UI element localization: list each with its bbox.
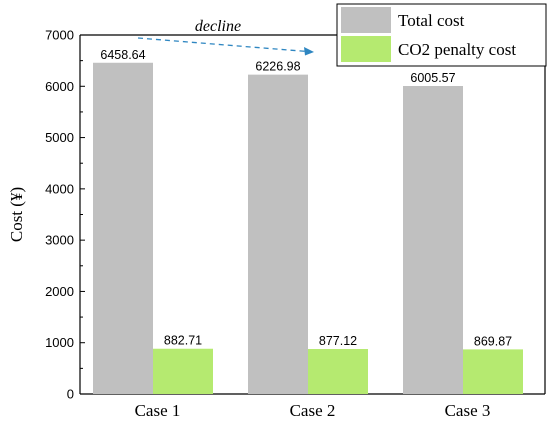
legend-swatch <box>341 7 391 33</box>
y-tick-label: 7000 <box>45 28 74 43</box>
data-label: 869.87 <box>474 334 512 348</box>
legend-label: CO2 penalty cost <box>398 40 516 59</box>
legend: Total cost CO2 penalty cost <box>336 3 547 67</box>
legend-swatch <box>341 36 391 62</box>
y-tick-label: 5000 <box>45 130 74 145</box>
y-tick-label: 0 <box>67 387 74 402</box>
bar-total-cost <box>403 86 463 394</box>
decline-annotation: decline <box>195 18 241 35</box>
x-tick-label: Case 2 <box>290 401 336 420</box>
annotation: decline <box>137 18 314 56</box>
y-tick-label: 4000 <box>45 181 74 196</box>
bar-co2-penalty-cost <box>153 348 213 394</box>
decline-arrow-head <box>304 47 314 56</box>
axes: 0 1000 2000 3000 4000 5000 6000 7000 Case 1 Case … <box>45 28 546 420</box>
y-tick-label: 3000 <box>45 233 74 248</box>
y-axis-title: Cost (¥) <box>7 187 26 242</box>
data-label: 882.71 <box>164 334 202 348</box>
x-tick-label: Case 3 <box>445 401 491 420</box>
data-label: 6226.98 <box>255 60 300 74</box>
data-label: 6005.57 <box>410 71 455 85</box>
data-label: 877.12 <box>319 334 357 348</box>
bar-co2-penalty-cost <box>463 349 523 394</box>
data-labels: 6458.64 6226.98 6005.57 882.71 877.12 869.87 <box>100 48 512 349</box>
bar-total-cost <box>93 62 153 394</box>
y-tick-label: 1000 <box>45 335 74 350</box>
legend-label: Total cost <box>398 11 465 30</box>
x-tick-label: Case 1 <box>135 401 181 420</box>
bar-total-cost <box>248 74 308 394</box>
data-label: 6458.64 <box>100 48 145 62</box>
y-tick-label: 6000 <box>45 79 74 94</box>
bar-co2-penalty-cost <box>308 349 368 394</box>
decline-arrow <box>137 37 307 53</box>
y-tick-label: 2000 <box>45 284 74 299</box>
bars <box>93 62 523 394</box>
